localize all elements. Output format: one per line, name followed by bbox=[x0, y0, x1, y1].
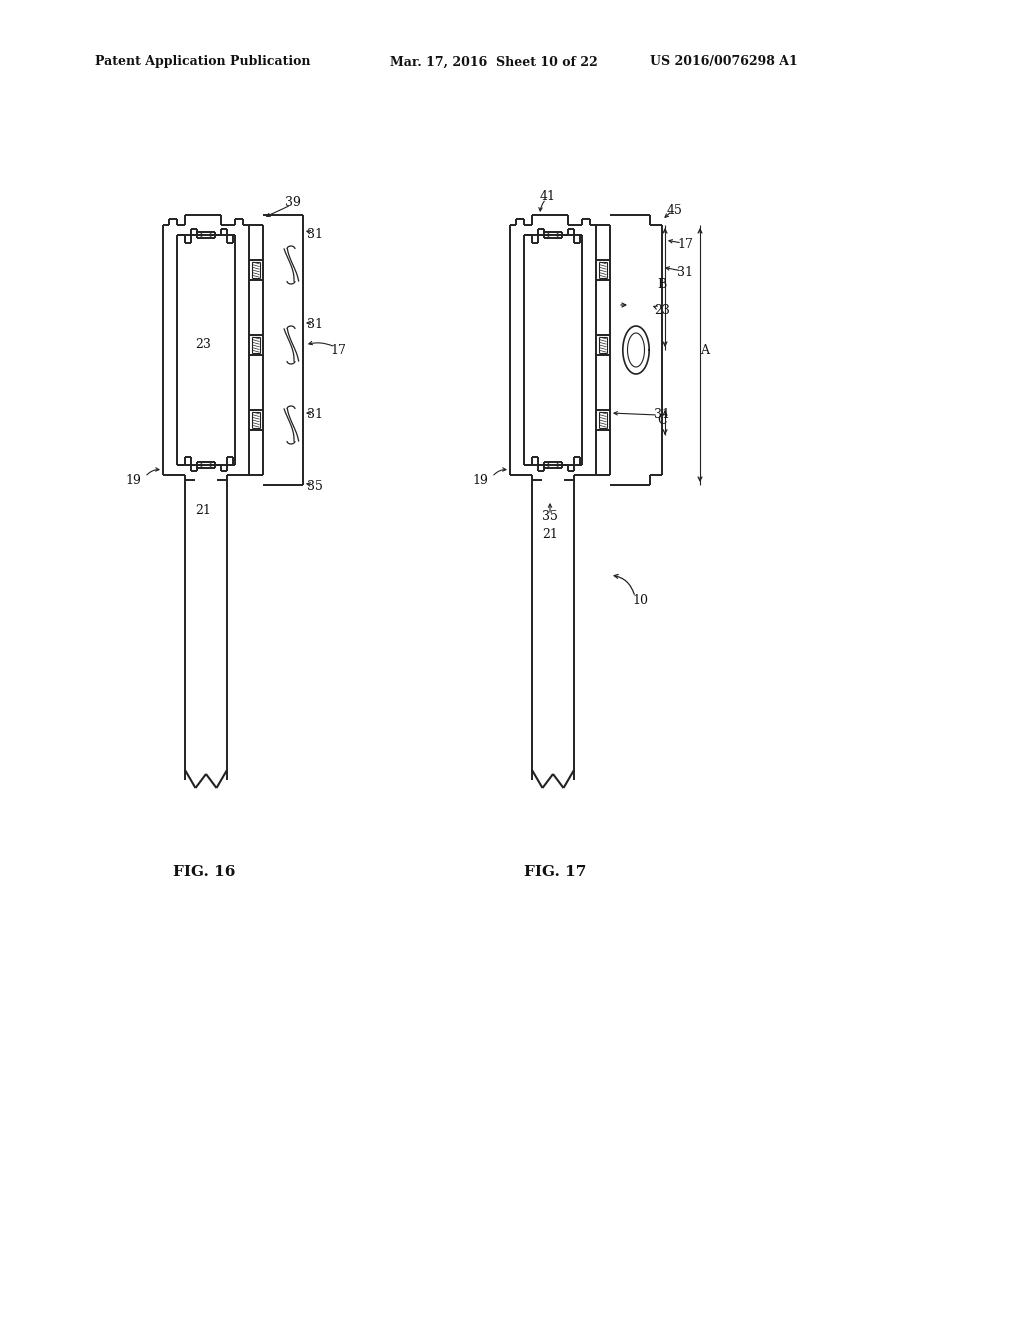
Text: 31: 31 bbox=[677, 267, 693, 280]
Text: C: C bbox=[657, 413, 667, 426]
Text: 31: 31 bbox=[307, 228, 323, 242]
Text: FIG. 16: FIG. 16 bbox=[173, 865, 236, 879]
Text: 21: 21 bbox=[542, 528, 558, 541]
Text: A: A bbox=[700, 343, 710, 356]
Text: 23: 23 bbox=[195, 338, 211, 351]
Text: 41: 41 bbox=[540, 190, 556, 203]
Text: 35: 35 bbox=[307, 480, 323, 494]
Text: US 2016/0076298 A1: US 2016/0076298 A1 bbox=[650, 55, 798, 69]
Text: 31: 31 bbox=[307, 318, 323, 331]
Text: 45: 45 bbox=[667, 203, 683, 216]
Text: 39: 39 bbox=[285, 197, 301, 210]
Text: 23: 23 bbox=[654, 304, 670, 317]
Text: 31: 31 bbox=[654, 408, 670, 421]
Text: 35: 35 bbox=[542, 511, 558, 524]
Text: 10: 10 bbox=[632, 594, 648, 606]
Text: 21: 21 bbox=[195, 503, 211, 516]
Text: B: B bbox=[657, 279, 667, 292]
Text: 19: 19 bbox=[125, 474, 141, 487]
Text: 17: 17 bbox=[677, 239, 693, 252]
Text: 31: 31 bbox=[307, 408, 323, 421]
Text: Mar. 17, 2016  Sheet 10 of 22: Mar. 17, 2016 Sheet 10 of 22 bbox=[390, 55, 598, 69]
Text: 17: 17 bbox=[330, 343, 346, 356]
Text: FIG. 17: FIG. 17 bbox=[524, 865, 586, 879]
Text: 19: 19 bbox=[472, 474, 488, 487]
Text: Patent Application Publication: Patent Application Publication bbox=[95, 55, 310, 69]
